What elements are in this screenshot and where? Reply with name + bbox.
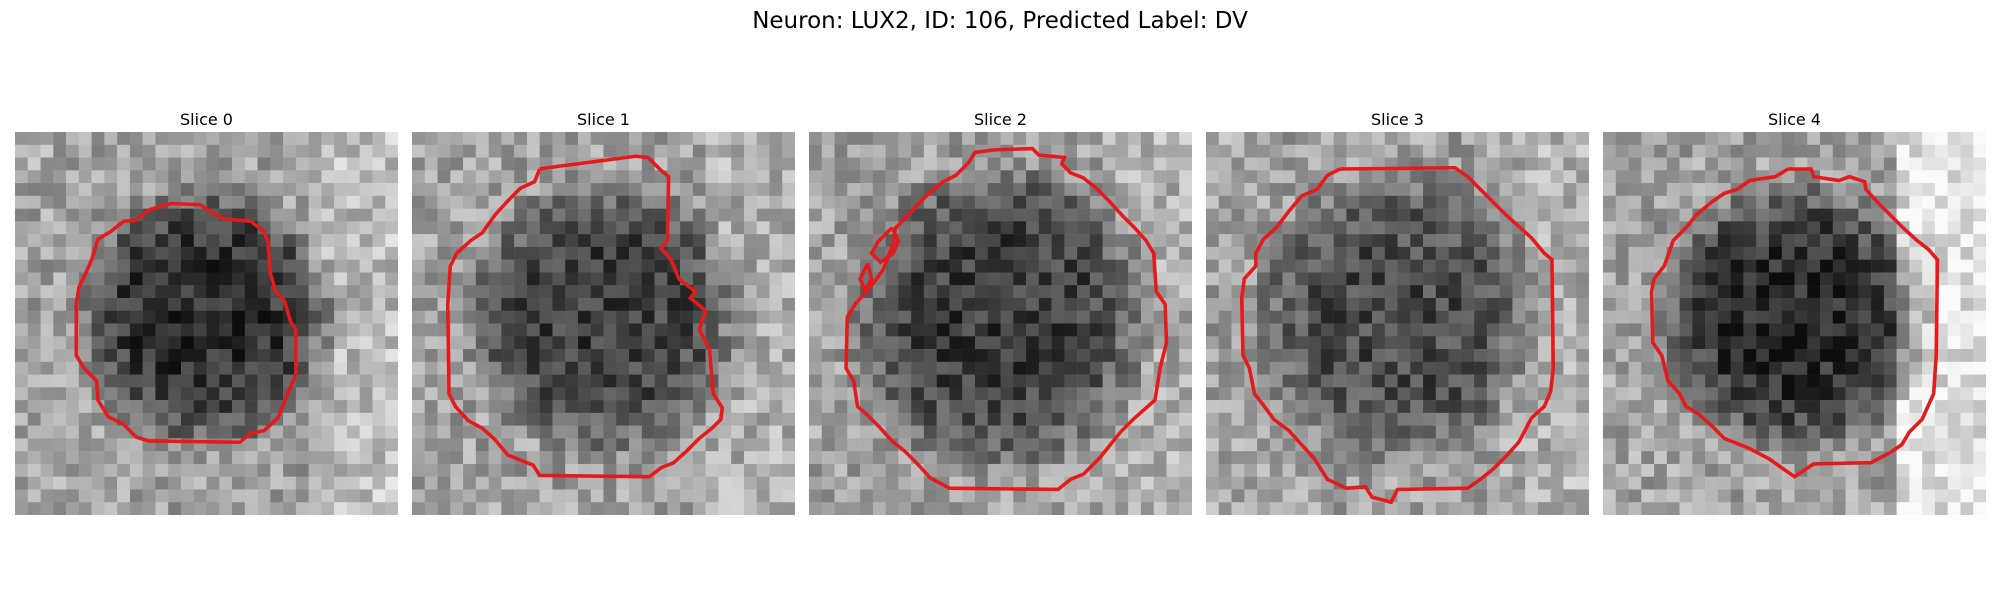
- slice-title: Slice 3: [1371, 110, 1424, 129]
- segmentation-contour: [74, 201, 298, 445]
- slice-image: [1206, 132, 1589, 515]
- figure-title: Neuron: LUX2, ID: 106, Predicted Label: …: [752, 8, 1248, 34]
- segmentation-contour: [1239, 165, 1556, 505]
- segmentation-contour: [1649, 167, 1940, 479]
- slice-image: [15, 132, 398, 515]
- pixel-grid: [15, 132, 398, 515]
- slice-image: [412, 132, 795, 515]
- pixel-grid: [1603, 132, 1986, 515]
- pixel-grid: [809, 132, 1192, 515]
- segmentation-contour: [445, 154, 725, 479]
- slice-title: Slice 0: [180, 110, 233, 129]
- slice-image: [809, 132, 1192, 515]
- slice-panel-0: Slice 0: [15, 108, 398, 515]
- slice-panel-2: Slice 2: [809, 108, 1192, 515]
- segmentation-contour-island: [858, 262, 874, 295]
- slice-panel-1: Slice 1: [412, 108, 795, 515]
- slice-panel-3: Slice 3: [1206, 108, 1589, 515]
- segmentation-contour-island: [869, 226, 901, 265]
- slice-title: Slice 2: [974, 110, 1027, 129]
- pixel-grid: [1206, 132, 1589, 515]
- slice-image: [1603, 132, 1986, 515]
- pixel-grid: [412, 132, 795, 515]
- slice-panel-4: Slice 4: [1603, 108, 1986, 515]
- slice-title: Slice 1: [577, 110, 630, 129]
- slice-title: Slice 4: [1768, 110, 1821, 129]
